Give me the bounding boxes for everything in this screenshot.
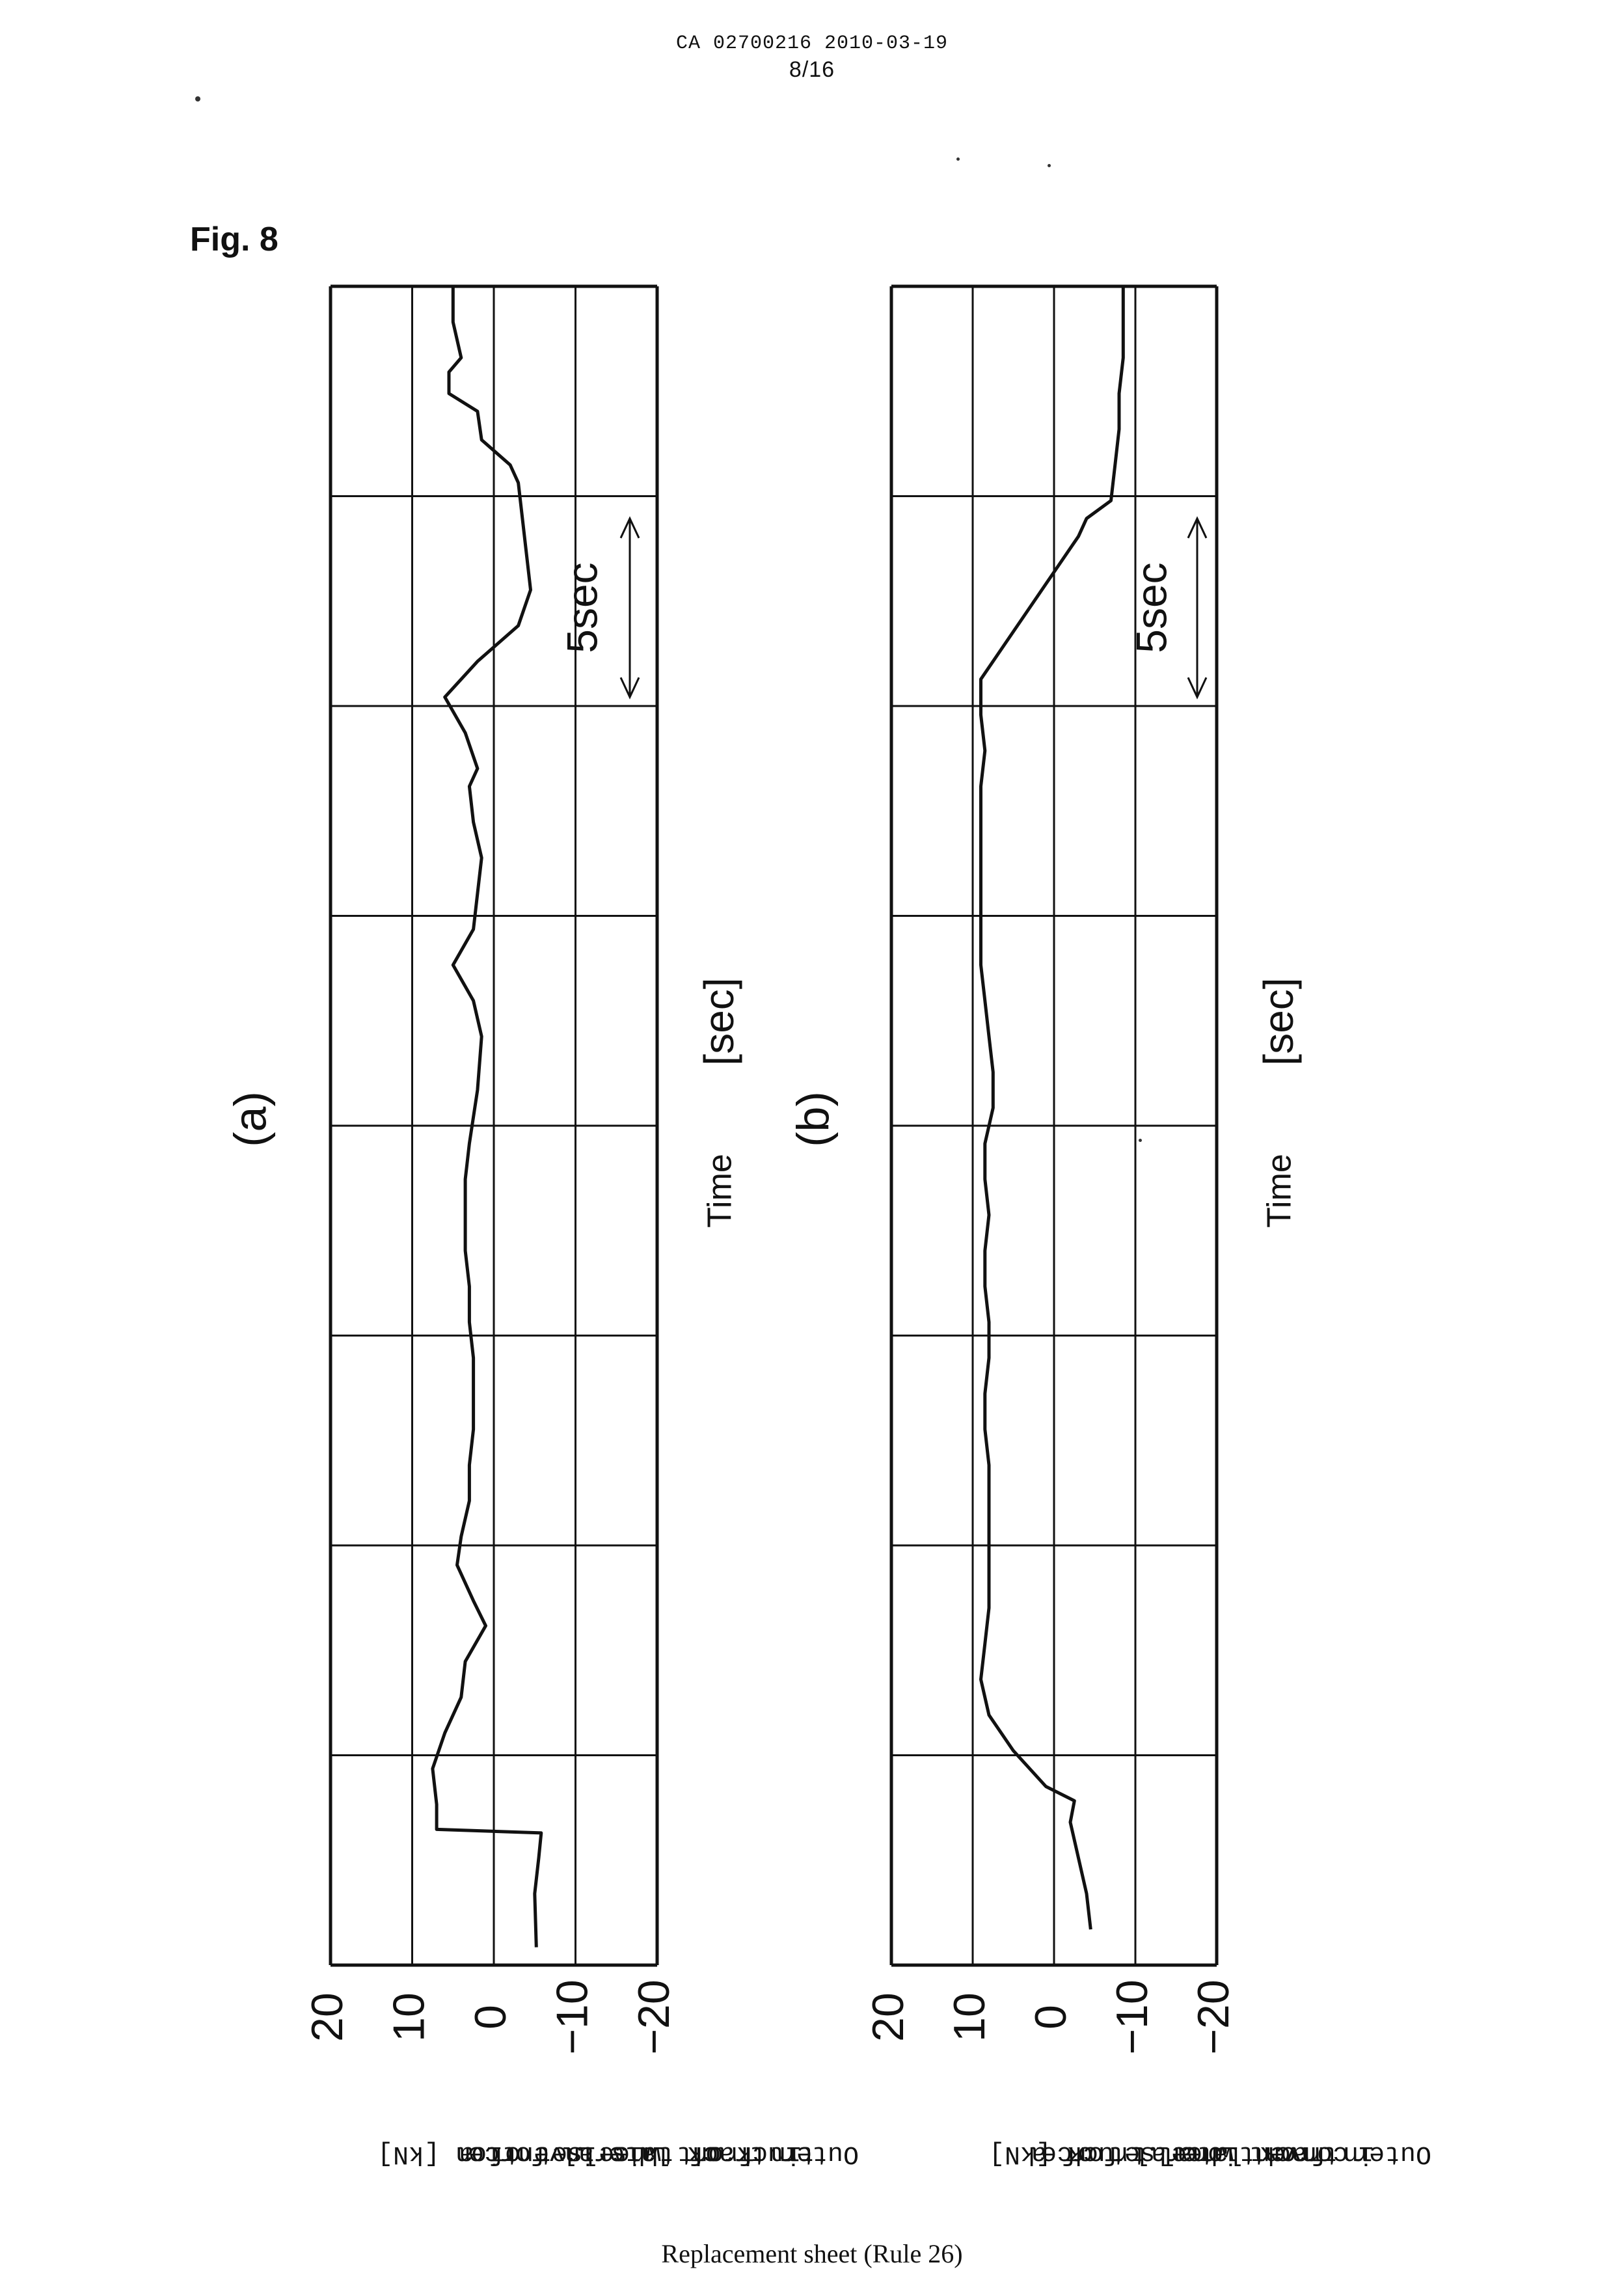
tick-label: 0 xyxy=(1026,2005,1076,2030)
y-axis-label-line: truck of this invention [kN] xyxy=(377,2139,815,2168)
panel-label: (b) xyxy=(787,1091,838,1147)
series-line xyxy=(981,286,1124,1929)
tick-label: 10 xyxy=(945,1992,994,2042)
tick-label: 0 xyxy=(466,2005,515,2030)
tick-label: −10 xyxy=(547,1979,597,2054)
tick-label: 10 xyxy=(384,1992,433,2042)
scan-speck xyxy=(195,96,200,102)
series-line xyxy=(433,286,541,1948)
tick-label: −20 xyxy=(1189,1979,1238,2054)
footer-note: Replacement sheet (Rule 26) xyxy=(0,2238,1624,2269)
tick-label: 20 xyxy=(303,1992,352,2042)
x-axis-label: Time xyxy=(701,1154,739,1228)
y-axis-label-line: conventional truck [kN] xyxy=(989,2139,1348,2168)
scale-annotation: 5sec xyxy=(558,562,606,653)
scan-speck xyxy=(1139,1139,1142,1142)
tick-label: −20 xyxy=(629,1979,679,2054)
scale-annotation: 5sec xyxy=(1127,562,1175,653)
x-axis-unit: [sec] xyxy=(1255,977,1302,1065)
x-axis-label: Time xyxy=(1261,1154,1299,1228)
tick-label: 20 xyxy=(863,1992,913,2042)
panel-label: (a) xyxy=(224,1091,275,1147)
scan-speck xyxy=(1048,164,1051,167)
chart-panel-b: 20100−10−20Outer track lateral forcein f… xyxy=(787,286,1431,2168)
x-axis-unit: [sec] xyxy=(696,977,742,1065)
chart-panel-a: 20100−10−20Outer track lateral forcein f… xyxy=(224,286,859,2168)
tick-label: −10 xyxy=(1107,1979,1157,2054)
scan-speck xyxy=(956,157,960,161)
